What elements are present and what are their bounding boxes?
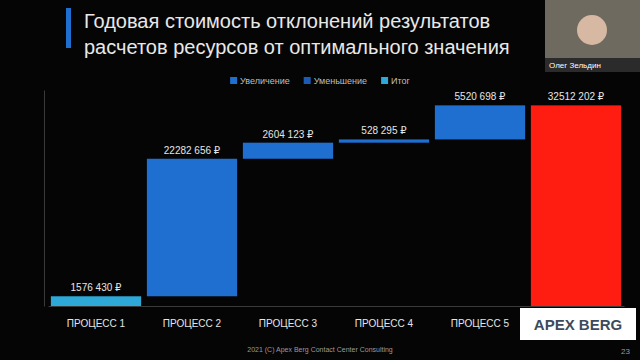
x-tick: ПРОЦЕСС 2 [163, 306, 222, 329]
data-label: 2604 123 ₽ [263, 129, 314, 140]
title-line: расчетов ресурсов от оптимального значен… [84, 36, 510, 58]
x-tick: ПРОЦЕСС 5 [451, 306, 510, 329]
x-tick: ПРОЦЕСС 3 [259, 306, 318, 329]
data-label: 1576 430 ₽ [71, 282, 122, 293]
legend-label: Увеличение [240, 76, 290, 86]
title: Годовая стоимость отклонений результатов… [84, 10, 510, 58]
footer: 2021 (C) Apex Berg Contact Center Consul… [247, 346, 393, 354]
bar [435, 105, 525, 139]
legend-item: Увеличение [230, 76, 290, 86]
data-label: 528 295 ₽ [361, 125, 407, 136]
x-tick-label: ПРОЦЕСС 3 [259, 318, 318, 329]
legend-label: Уменьшение [314, 76, 367, 86]
data-labels: 1576 430 ₽ 22282 656 ₽ 2604 123 ₽ 528 295 ₽… [71, 91, 605, 293]
data-label: 32512 202 ₽ [548, 91, 605, 102]
legend-swatch [381, 77, 388, 84]
x-tick-label: ПРОЦЕСС 4 [355, 318, 414, 329]
presenter-video: Олег Зельдин [545, 0, 640, 72]
video-frame [545, 0, 640, 72]
x-tick-label: ПРОЦЕСС 2 [163, 318, 222, 329]
logo: APEX BERG [520, 308, 636, 340]
bar [243, 143, 333, 159]
bars [51, 105, 621, 306]
legend: Увеличение Уменьшение Итог [230, 76, 410, 86]
x-tick-label: ПРОЦЕСС 1 [67, 318, 126, 329]
video-person [577, 15, 607, 45]
x-axis-line [49, 306, 625, 307]
title-line: Годовая стоимость отклонений результатов [84, 10, 490, 32]
presenter-name: Олег Зельдин [549, 61, 601, 70]
y-axis [44, 91, 45, 307]
y-axis-line [44, 91, 45, 307]
legend-swatch [304, 77, 311, 84]
background [0, 0, 640, 360]
legend-label: Итог [391, 76, 410, 86]
x-tick-label: ПРОЦЕСС 5 [451, 318, 510, 329]
logo-text: APEX BERG [534, 316, 622, 333]
legend-swatch [230, 77, 237, 84]
logo-box [520, 308, 636, 340]
x-tick: ПРОЦЕСС 4 [355, 306, 414, 329]
legend-item: Итог [381, 76, 410, 86]
page-number: 23 [621, 347, 630, 356]
bar [147, 159, 237, 297]
data-label: 5520 698 ₽ [455, 91, 506, 102]
video-caption-bg [545, 58, 640, 72]
data-label: 22282 656 ₽ [164, 145, 221, 156]
legend-item: Уменьшение [304, 76, 367, 86]
title-accent [66, 8, 71, 48]
bar [531, 105, 621, 306]
x-tick: ПРОЦЕСС 1 [67, 306, 126, 329]
bar [51, 296, 141, 306]
slide: Олег Зельдин Годовая стоимость отклонений… [0, 0, 640, 360]
bar [339, 139, 429, 142]
